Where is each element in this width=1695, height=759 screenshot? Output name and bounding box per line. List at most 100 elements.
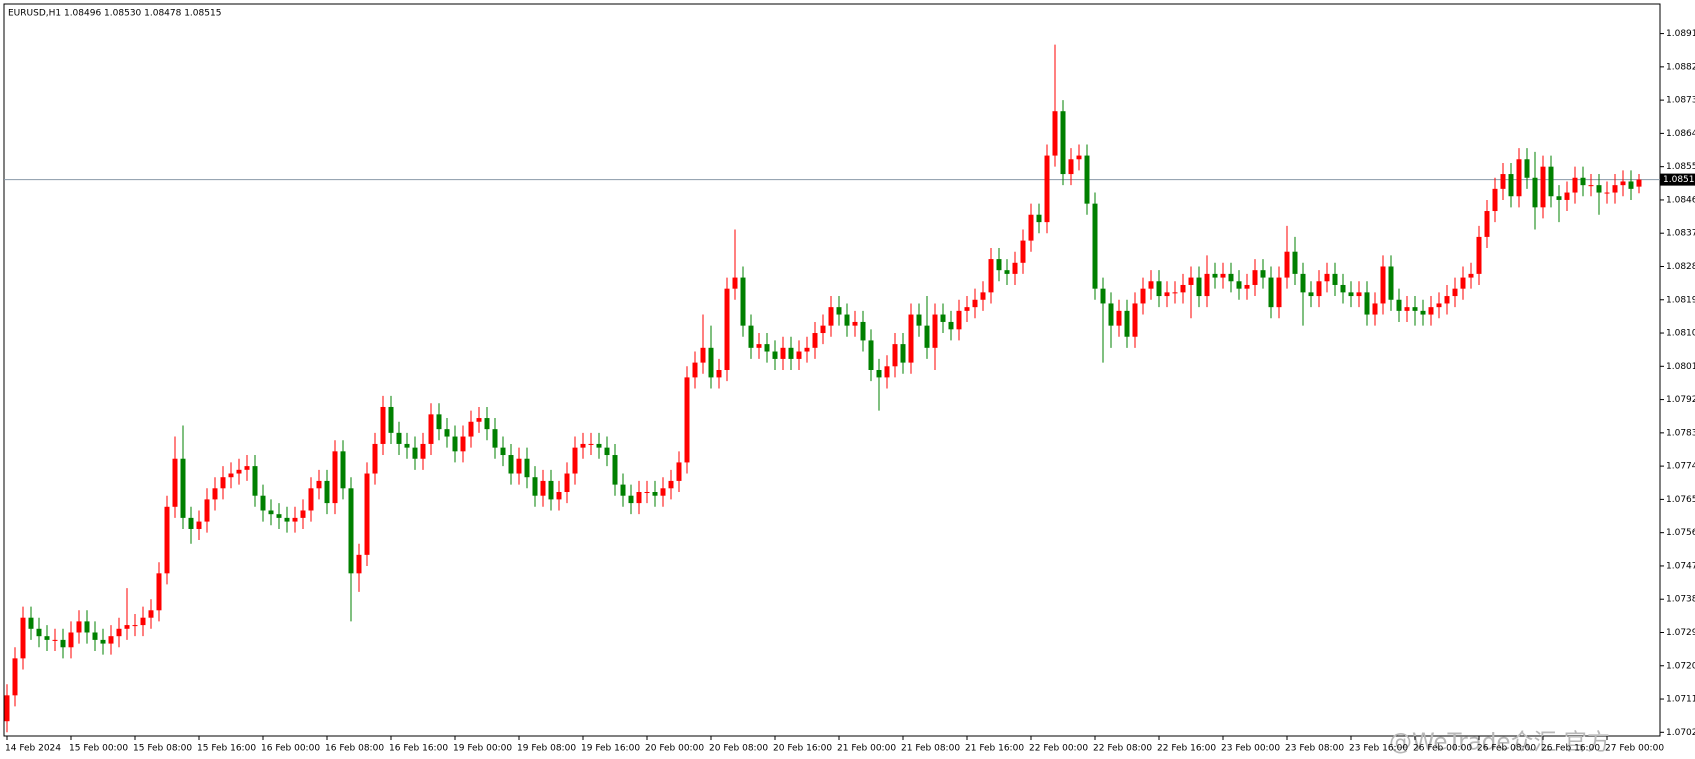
candle-body: [804, 347, 810, 352]
y-tick-label: 1.07380: [1666, 595, 1695, 605]
candle-body: [612, 455, 618, 485]
candle-body: [1068, 159, 1074, 175]
candle-body: [1156, 281, 1162, 297]
candle-body: [1108, 303, 1114, 326]
candle-body: [180, 458, 186, 518]
candle-body: [228, 473, 234, 478]
candle-body: [676, 462, 682, 481]
candle-body: [244, 466, 250, 470]
candle-body: [1324, 273, 1330, 282]
candle-body: [1020, 240, 1026, 263]
candle-body: [28, 617, 34, 629]
y-tick-label: 1.07830: [1666, 428, 1695, 438]
candle-body: [1292, 251, 1298, 274]
candle-body: [1404, 307, 1410, 311]
candle-body: [580, 443, 586, 448]
candle-body: [276, 514, 282, 518]
candle-body: [132, 625, 138, 627]
candle-body: [1620, 181, 1626, 186]
candle-body: [1204, 273, 1210, 297]
candle-body: [548, 480, 554, 500]
y-tick-label: 1.07560: [1666, 528, 1695, 538]
candle-body: [1540, 166, 1546, 208]
candle-body: [36, 628, 42, 637]
candle-body: [876, 370, 882, 378]
x-tick-label: 26 Feb 00:00: [1413, 744, 1472, 754]
candle-body: [1180, 284, 1186, 293]
candle-body: [1092, 203, 1098, 289]
candle-body: [628, 495, 634, 504]
candle-body: [660, 488, 666, 496]
candle-body: [1244, 284, 1250, 289]
candle-body: [68, 632, 74, 648]
x-tick-label: 22 Feb 08:00: [1093, 744, 1152, 754]
y-tick-label: 1.07020: [1666, 728, 1695, 738]
y-tick-label: 1.08730: [1666, 96, 1695, 106]
candle-body: [1444, 296, 1450, 304]
candle-body: [1260, 270, 1266, 278]
candle-body: [716, 370, 722, 378]
candle-body: [812, 333, 818, 348]
candle-body: [900, 344, 906, 363]
candle-body: [884, 366, 890, 378]
candle-body: [60, 639, 66, 648]
x-tick-label: 26 Feb 08:00: [1477, 744, 1536, 754]
candle-body: [772, 351, 778, 359]
x-tick-label: 19 Feb 00:00: [453, 744, 512, 754]
candle-body: [748, 325, 754, 348]
candle-body: [1468, 273, 1474, 278]
candle-body: [468, 421, 474, 437]
y-tick-label: 1.08460: [1666, 195, 1695, 205]
y-tick-label: 1.07200: [1666, 661, 1695, 671]
candle-body: [644, 492, 650, 493]
candle-body: [1044, 155, 1050, 223]
plot-frame: [3, 3, 1661, 737]
candle-body: [1036, 214, 1042, 223]
candle-body: [1172, 292, 1178, 294]
candle-body: [908, 314, 914, 363]
current-price-label: 1.08515: [1663, 175, 1695, 185]
y-tick-label: 1.08640: [1666, 129, 1695, 139]
candle-body: [492, 429, 498, 448]
y-tick-label: 1.07110: [1666, 695, 1695, 705]
candle-body: [1348, 292, 1354, 297]
candle-body: [836, 307, 842, 315]
candle-body: [436, 414, 442, 430]
x-tick-label: 16 Feb 08:00: [325, 744, 384, 754]
candle-body: [588, 443, 594, 445]
candle-body: [756, 344, 762, 348]
candle-body: [508, 455, 514, 474]
x-tick-label: 20 Feb 00:00: [645, 744, 704, 754]
candle-body: [372, 443, 378, 474]
x-tick-label: 22 Feb 16:00: [1157, 744, 1216, 754]
x-tick-label: 23 Feb 16:00: [1349, 744, 1408, 754]
candle-body: [700, 347, 706, 363]
candle-body: [364, 473, 370, 555]
y-tick-label: 1.08280: [1666, 262, 1695, 272]
candle-body: [1084, 155, 1090, 204]
candle-body: [1284, 251, 1290, 278]
candle-body: [388, 406, 394, 433]
candle-body: [1236, 281, 1242, 289]
candle-body: [1500, 174, 1506, 189]
chart-title: EURUSD,H1 1.08496 1.08530 1.08478 1.0851…: [8, 9, 221, 19]
x-tick-label: 22 Feb 00:00: [1029, 744, 1088, 754]
y-tick-label: 1.08820: [1666, 62, 1695, 72]
candle-body: [948, 321, 954, 330]
candle-body: [540, 480, 546, 496]
y-tick-label: 1.07740: [1666, 462, 1695, 472]
candle-body: [1196, 277, 1202, 297]
candle-body: [988, 259, 994, 293]
candle-body: [12, 658, 18, 696]
x-tick-label: 23 Feb 08:00: [1285, 744, 1344, 754]
x-tick-label: 15 Feb 16:00: [197, 744, 256, 754]
candle-body: [1052, 111, 1058, 156]
candle-body: [892, 344, 898, 367]
candle-body: [1124, 310, 1130, 337]
candle-body: [108, 636, 114, 644]
x-tick-label: 26 Feb 16:00: [1541, 744, 1600, 754]
y-tick-label: 1.08370: [1666, 229, 1695, 239]
candle-body: [572, 447, 578, 474]
candle-body: [188, 517, 194, 529]
candle-body: [44, 636, 50, 640]
